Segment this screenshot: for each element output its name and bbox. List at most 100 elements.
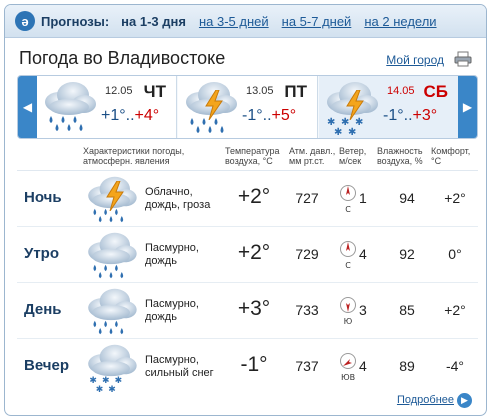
next-days-button[interactable]: ▶	[458, 76, 477, 138]
cloud-rain-icon	[45, 82, 96, 131]
cloud-rain-icon	[88, 232, 137, 279]
day-strip: ◀ 12.05 ЧТ +1°..+4° 13.05 ПТ -1°..+5°	[17, 75, 478, 139]
header-wind: Ветер, м/сек	[339, 146, 367, 166]
day-name: СБ	[423, 82, 449, 101]
description-line-2: дождь	[145, 255, 177, 267]
wind-direction-icon: Ю	[340, 297, 356, 326]
wind-direction-icon: С	[340, 241, 356, 270]
humidity-value: 89	[399, 358, 415, 374]
table-header: Характеристики погоды, атмосферн. явлени…	[17, 141, 478, 171]
day-temp-max: +3°	[412, 107, 438, 124]
description-line-1: Пасмурно,	[145, 298, 199, 310]
humidity-value: 85	[399, 302, 415, 318]
comfort-value: -4°	[445, 358, 465, 374]
day-date: 13.05	[246, 85, 274, 97]
header-humidity: Влажность воздуха, %	[377, 146, 423, 166]
wind-speed-value: 4	[359, 246, 367, 262]
wind-direction-label: Ю	[344, 317, 353, 326]
wind-direction-icon: С	[340, 185, 356, 214]
forecast-nav: ǝ Прогнозы: на 1-3 дня на 3-5 дней на 5-…	[5, 5, 486, 38]
table-row: Ночь Облачно, дождь, гроза +2° 727 С 1 9…	[17, 171, 478, 227]
tab-5-7-days[interactable]: на 5-7 дней	[281, 13, 352, 29]
wind-speed-value: 1	[359, 190, 367, 206]
forecast-label: Прогнозы:	[41, 13, 110, 29]
day-name: ЧТ	[143, 82, 166, 101]
day-card-1[interactable]: 12.05 ЧТ +1°..+4°	[37, 76, 177, 138]
tab-1-3-days[interactable]: на 1-3 дня	[121, 13, 186, 29]
pressure-value: 733	[295, 302, 319, 318]
period-label: День	[24, 301, 62, 318]
day-temp-range: -1°..+5°	[242, 107, 296, 125]
period-label: Утро	[24, 245, 60, 262]
day-temp-min: -1°	[242, 107, 263, 124]
wind-direction-label: ЮВ	[341, 373, 355, 382]
temperature-value: -1°	[240, 353, 268, 376]
cloud-rain-icon	[88, 288, 137, 335]
arrow-right-icon[interactable]: ▶	[457, 393, 472, 408]
table-row: Вечер Пасмурно, сильный снег -1° 737 ЮВ …	[17, 339, 478, 395]
day-name: ПТ	[284, 82, 307, 101]
day-date: 12.05	[105, 85, 133, 97]
comfort-value: +2°	[444, 190, 466, 206]
temp-sep: ..	[262, 107, 272, 124]
tab-2-weeks[interactable]: на 2 недели	[364, 13, 437, 29]
header-pressure: Атм. давл., мм рт.ст.	[289, 146, 336, 166]
period-label: Вечер	[24, 357, 70, 374]
weather-description: Пасмурно, сильный снег	[145, 354, 235, 380]
day-card-2[interactable]: 13.05 ПТ -1°..+5°	[178, 76, 318, 138]
humidity-value: 94	[399, 190, 415, 206]
tab-3-5-days[interactable]: на 3-5 дней	[198, 13, 269, 29]
forecast-table: Характеристики погоды, атмосферн. явлени…	[17, 141, 478, 395]
header-conditions: Характеристики погоды, атмосферн. явлени…	[83, 146, 185, 166]
cloud-thunder-snow-icon	[327, 82, 378, 136]
description-line-2: дождь	[145, 311, 177, 323]
logo-icon: ǝ	[15, 11, 35, 31]
cloud-thunder-rain-icon	[88, 176, 137, 223]
humidity-value: 92	[399, 246, 415, 262]
table-row: День Пасмурно, дождь +3° 733 Ю 3 85 +2°	[17, 283, 478, 339]
day-date: 14.05	[387, 85, 415, 97]
day-temp-max: +5°	[271, 107, 297, 124]
header-temperature: Температура воздуха, °С	[225, 146, 280, 166]
day-card-3[interactable]: 14.05 СБ -1°..+3°	[319, 76, 459, 138]
description-line-2: сильный снег	[145, 367, 214, 379]
description-line-1: Облачно,	[145, 186, 193, 198]
page-title: Погода во Владивостоке	[19, 48, 226, 68]
day-temp-range: +1°..+4°	[101, 107, 159, 125]
temperature-value: +2°	[237, 241, 271, 264]
description-line-2: дождь, гроза	[145, 199, 211, 211]
wind-speed-value: 4	[359, 358, 367, 374]
temp-sep: ..	[125, 107, 135, 124]
day-temp-min: -1°	[383, 107, 404, 124]
my-city-link[interactable]: Мой город	[386, 53, 444, 67]
weather-widget: ǝ Прогнозы: на 1-3 дня на 3-5 дней на 5-…	[4, 4, 487, 416]
wind-direction-icon: ЮВ	[340, 353, 356, 382]
temperature-value: +3°	[237, 297, 271, 320]
printer-icon[interactable]	[454, 51, 472, 67]
pressure-value: 729	[295, 246, 319, 262]
weather-description: Пасмурно, дождь	[145, 298, 235, 324]
weather-description: Облачно, дождь, гроза	[145, 186, 235, 212]
period-label: Ночь	[24, 189, 62, 206]
comfort-value: +2°	[444, 302, 466, 318]
pressure-value: 727	[295, 190, 319, 206]
weather-description: Пасмурно, дождь	[145, 242, 235, 268]
prev-days-button[interactable]: ◀	[18, 76, 37, 138]
header-comfort: Комфорт, °С	[431, 146, 471, 166]
day-temp-range: -1°..+3°	[383, 107, 437, 125]
table-row: Утро Пасмурно, дождь +2° 729 С 4 92 0°	[17, 227, 478, 283]
day-temp-min: +1°	[101, 107, 126, 124]
temperature-value: +2°	[237, 185, 271, 208]
day-temp-max: +4°	[134, 107, 160, 124]
temp-sep: ..	[403, 107, 413, 124]
description-line-1: Пасмурно,	[145, 242, 199, 254]
cloud-snow-icon	[88, 344, 137, 393]
comfort-value: 0°	[448, 246, 462, 262]
wind-direction-label: С	[345, 205, 351, 214]
title-row: Погода во Владивостоке Мой город	[5, 38, 486, 78]
wind-direction-label: С	[345, 261, 351, 270]
more-details-link[interactable]: Подробнее	[396, 394, 454, 406]
description-line-1: Пасмурно,	[145, 354, 199, 366]
wind-speed-value: 3	[359, 302, 367, 318]
cloud-thunder-rain-icon	[186, 82, 237, 133]
